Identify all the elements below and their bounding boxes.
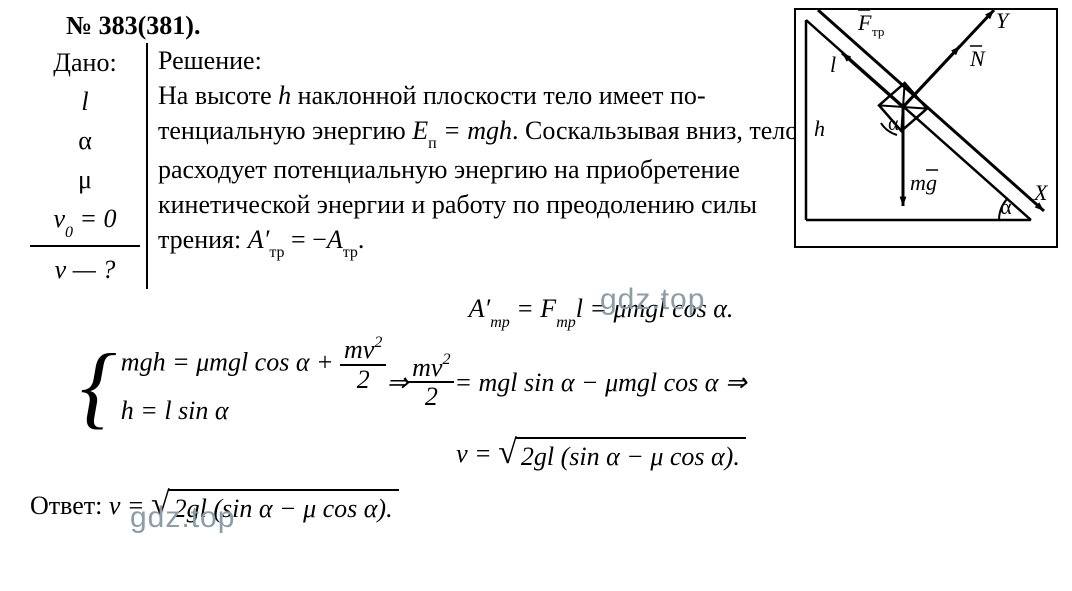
r1-num-sup: 2 bbox=[374, 334, 382, 351]
given-mu: μ bbox=[30, 160, 140, 199]
eq-friction: A′тр = Fтрl = μmgl cos α. bbox=[150, 291, 1052, 330]
given-v0: v0 = 0 bbox=[30, 199, 140, 242]
given-alpha: α bbox=[30, 121, 140, 160]
Ap-sub: тр bbox=[490, 314, 510, 331]
brace-icon: { bbox=[80, 340, 117, 432]
rhs-frac: mv2 2 bbox=[408, 354, 454, 411]
system-row2: h = l sin α bbox=[121, 393, 387, 428]
svg-text:тр: тр bbox=[872, 24, 884, 39]
given-l: l bbox=[30, 82, 140, 121]
v-lhs: v = bbox=[456, 439, 498, 468]
given-header: Дано: bbox=[30, 43, 140, 82]
radical-icon: √ bbox=[498, 438, 517, 468]
solution-header: Решение: bbox=[158, 43, 802, 78]
sqrt2-under: 2gl (sin α − μ cos α). bbox=[168, 489, 399, 526]
F-sub: тр bbox=[556, 314, 576, 331]
v0-val: = 0 bbox=[73, 204, 117, 233]
rhs-num: mv bbox=[412, 353, 442, 382]
eq-v: v = √ 2gl (sin α − μ cos α). bbox=[150, 436, 1052, 474]
Ap: A′ bbox=[469, 294, 491, 323]
sqrt-2: √ 2gl (sin α − μ cos α). bbox=[151, 489, 399, 526]
arrow1: ⇒ bbox=[386, 365, 408, 400]
sqrt-1: √ 2gl (sin α − μ cos α). bbox=[498, 437, 746, 474]
v0-sub: 0 bbox=[65, 224, 73, 241]
r1-den: 2 bbox=[340, 366, 386, 393]
svg-text:X: X bbox=[1033, 180, 1049, 205]
eq-mid: = bbox=[510, 294, 541, 323]
svg-text:F: F bbox=[857, 10, 872, 35]
v0-var: v bbox=[53, 204, 65, 233]
rest: l = μmgl cos α. bbox=[576, 294, 734, 323]
p1a: На высоте bbox=[158, 81, 278, 110]
given-block: Дано: l α μ v0 = 0 v — ? bbox=[30, 43, 148, 289]
p1tr1: тр bbox=[269, 244, 284, 261]
radical-icon-2: √ bbox=[151, 490, 170, 520]
svg-text:h: h bbox=[814, 116, 825, 141]
p1Esub: п bbox=[428, 135, 437, 152]
inclined-plane-diagram: XYFтрNmglhαα bbox=[794, 8, 1058, 248]
ans-lhs: v = bbox=[109, 491, 151, 520]
svg-text:l: l bbox=[830, 52, 836, 77]
rhs-tail: = mgl sin α − μmgl cos α ⇒ bbox=[454, 365, 746, 400]
svg-text:g: g bbox=[926, 170, 937, 195]
r1a: mgh = μmgl cos α + bbox=[121, 347, 340, 376]
p1tr2: тр bbox=[343, 244, 358, 261]
p1h: h bbox=[278, 81, 291, 110]
r1-frac: mv2 2 bbox=[340, 336, 386, 393]
answer: Ответ: v = √ 2gl (sin α − μ cos α). bbox=[30, 488, 1052, 526]
system-rhs: ⇒ mv2 2 = mgl sin α − μmgl cos α ⇒ bbox=[386, 336, 746, 428]
svg-text:Y: Y bbox=[996, 10, 1011, 33]
system: { mgh = μmgl cos α + mv2 2 h = l sin α ⇒… bbox=[80, 336, 1052, 428]
page: № 383(381). Дано: l α μ v0 = 0 v — ? Реш… bbox=[0, 0, 1072, 591]
diagram-svg: XYFтрNmglhαα bbox=[796, 10, 1052, 242]
given-sep bbox=[30, 245, 140, 247]
rhs-den: 2 bbox=[408, 383, 454, 410]
F: F bbox=[540, 294, 556, 323]
p1eq: = mgh bbox=[437, 116, 512, 145]
p1mid: = − bbox=[285, 225, 327, 254]
p1end: . bbox=[358, 225, 365, 254]
given-find: v — ? bbox=[30, 250, 140, 289]
p1E: E bbox=[412, 116, 428, 145]
p1Ap: A′ bbox=[248, 225, 270, 254]
p1A: A bbox=[327, 225, 343, 254]
system-body: mgh = μmgl cos α + mv2 2 h = l sin α bbox=[121, 336, 387, 428]
rhs-num-sup: 2 bbox=[442, 351, 450, 368]
svg-text:N: N bbox=[969, 46, 986, 71]
solution-p1: На высоте h наклонной плоскости тело име… bbox=[158, 78, 802, 261]
r1-num: mv bbox=[344, 335, 374, 364]
system-row1: mgh = μmgl cos α + mv2 2 bbox=[121, 336, 387, 393]
sqrt1-under: 2gl (sin α − μ cos α). bbox=[515, 437, 746, 474]
answer-label: Ответ: bbox=[30, 491, 109, 520]
svg-text:m: m bbox=[910, 170, 926, 195]
